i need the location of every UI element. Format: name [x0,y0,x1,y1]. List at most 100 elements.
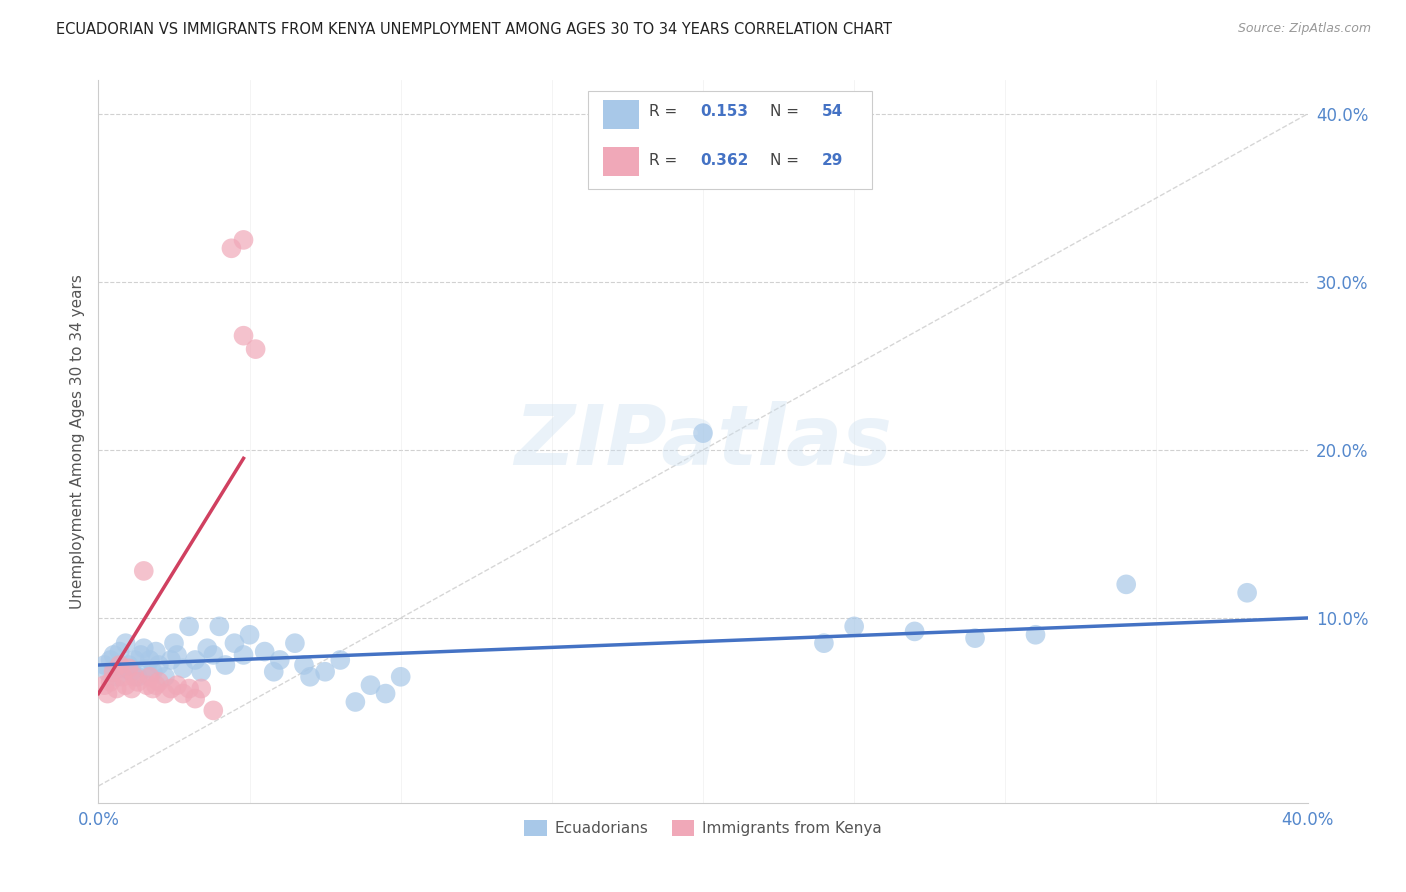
Point [166,678,188,692]
Point [127,674,149,689]
Point [965,631,987,645]
Point [96,687,118,701]
Point [114,678,136,692]
Point [121,665,143,679]
Point [100,674,122,689]
Text: 0.153: 0.153 [700,104,748,120]
Point [124,670,146,684]
Text: Source: ZipAtlas.com: Source: ZipAtlas.com [1237,22,1371,36]
Text: 0.362: 0.362 [700,153,749,168]
Point [160,681,183,696]
Point [284,636,307,650]
Text: 29: 29 [821,153,842,168]
Point [202,648,225,662]
Text: 54: 54 [821,104,842,120]
Text: ZIPatlas: ZIPatlas [515,401,891,482]
Point [145,678,167,692]
FancyBboxPatch shape [603,100,638,128]
Point [114,636,136,650]
Y-axis label: Unemployment Among Ages 30 to 34 years: Unemployment Among Ages 30 to 34 years [69,274,84,609]
Point [232,233,254,247]
Point [1236,586,1258,600]
Point [96,665,118,679]
Point [179,619,201,633]
Point [111,661,134,675]
Point [844,619,866,633]
Point [314,665,336,679]
Point [139,670,162,684]
Point [190,681,212,696]
Point [166,648,188,662]
Point [139,653,162,667]
Point [129,648,152,662]
Point [105,681,128,696]
Point [93,658,115,673]
Point [153,687,176,701]
Point [124,653,146,667]
Point [179,681,201,696]
Point [232,648,254,662]
Point [135,678,157,692]
Point [111,670,134,684]
Point [1024,628,1046,642]
Point [202,703,225,717]
Point [329,653,352,667]
Point [184,691,207,706]
Point [292,658,315,673]
Point [221,241,243,255]
Point [93,678,115,692]
Point [148,658,170,673]
Point [692,426,714,441]
Point [1115,577,1137,591]
Point [389,670,412,684]
Point [103,665,125,679]
Point [142,681,165,696]
Text: N =: N = [769,153,803,168]
Point [118,658,141,673]
Point [142,665,165,679]
Point [118,661,141,675]
Point [344,695,367,709]
Point [239,628,262,642]
FancyBboxPatch shape [603,147,638,177]
Point [172,661,194,675]
Point [184,653,207,667]
Point [108,644,131,658]
Point [208,619,231,633]
Point [121,681,143,696]
Point [132,564,155,578]
Point [299,670,322,684]
Legend: Ecuadorians, Immigrants from Kenya: Ecuadorians, Immigrants from Kenya [517,814,889,842]
Point [214,658,236,673]
Point [904,624,927,639]
Point [813,636,835,650]
Point [145,644,167,658]
Point [127,670,149,684]
Point [253,644,276,658]
Point [190,665,212,679]
Point [263,665,285,679]
Point [153,670,176,684]
Point [148,674,170,689]
Point [360,678,382,692]
Point [172,687,194,701]
Point [103,648,125,662]
Point [105,670,128,684]
Point [163,636,186,650]
Text: N =: N = [769,104,803,120]
Point [195,641,218,656]
Point [160,653,183,667]
Point [108,658,131,673]
Point [135,661,157,675]
FancyBboxPatch shape [588,91,872,189]
Point [132,641,155,656]
Point [232,328,254,343]
Text: ECUADORIAN VS IMMIGRANTS FROM KENYA UNEMPLOYMENT AMONG AGES 30 TO 34 YEARS CORRE: ECUADORIAN VS IMMIGRANTS FROM KENYA UNEM… [56,22,893,37]
Point [224,636,246,650]
Point [269,653,291,667]
Point [245,342,267,356]
Text: R =: R = [648,104,682,120]
Text: R =: R = [648,153,682,168]
Point [100,653,122,667]
Point [374,687,396,701]
